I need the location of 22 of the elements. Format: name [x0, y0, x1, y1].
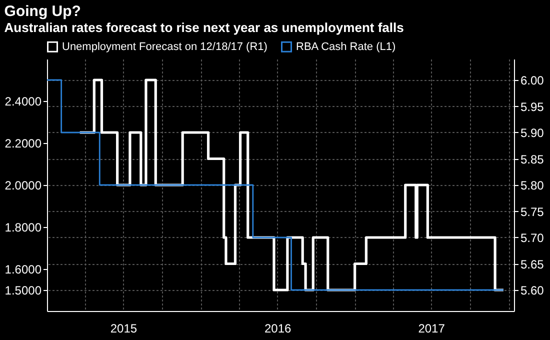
- y2-tick-label: 5.65: [520, 257, 544, 272]
- y-tick-label: 1.6000: [4, 262, 42, 276]
- y2-tick-label: 5.80: [520, 178, 544, 192]
- chart-subtitle: Australian rates forecast to rise next year as unemployment falls: [4, 20, 404, 35]
- y2-tick-label: 5.60: [520, 284, 544, 298]
- y-tick-label: 1.5000: [4, 284, 42, 298]
- chart-title: Going Up?: [4, 3, 81, 20]
- y2-tick-label: 5.85: [520, 152, 544, 166]
- x-tick-label: 2015: [110, 322, 138, 336]
- y2-tick-label: 5.70: [520, 231, 544, 245]
- x-tick-label: 2016: [264, 322, 292, 336]
- legend-label: RBA Cash Rate (L1): [296, 40, 396, 53]
- x-tick-label: 2017: [418, 322, 446, 336]
- y-tick-label: 1.8000: [4, 220, 42, 234]
- y-tick-label: 2.4000: [4, 94, 42, 108]
- y2-tick-label: 5.95: [520, 100, 544, 114]
- legend-label: Unemployment Forecast on 12/18/17 (R1): [62, 40, 268, 53]
- y2-tick-label: 5.90: [520, 126, 544, 140]
- y-tick-label: 2.0000: [4, 178, 42, 192]
- y-tick-label: 2.2000: [4, 136, 42, 150]
- y2-tick-label: 5.75: [520, 204, 544, 219]
- y2-tick-label: 6.00: [520, 74, 544, 88]
